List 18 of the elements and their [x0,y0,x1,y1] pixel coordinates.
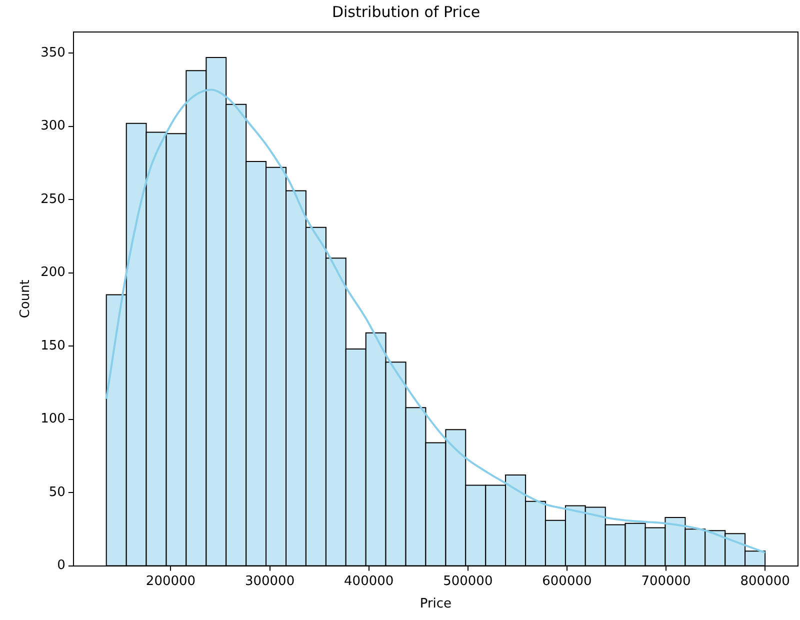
y-tick-label: 150 [40,338,66,354]
y-tick-label: 50 [48,484,66,500]
y-axis-title: Count [18,280,34,318]
x-axis-title: Price [420,596,452,612]
y-tick-label: 200 [40,265,66,280]
x-tick-label: 800000 [740,574,790,589]
x-tick-label: 200000 [146,574,196,589]
chart-title: Distribution of Price [332,2,480,21]
x-tick-label: 400000 [344,574,394,589]
x-tick-label: 300000 [244,574,295,589]
y-tick-label: 350 [40,45,66,60]
y-tick-label: 250 [40,192,66,207]
y-tick-label: 100 [40,412,66,427]
x-tick-label: 600000 [542,574,592,589]
y-tick-label: 300 [40,118,66,134]
x-tick-label: 500000 [443,574,493,589]
x-tick-label: 700000 [641,574,691,589]
y-tick-label: 0 [57,558,66,574]
